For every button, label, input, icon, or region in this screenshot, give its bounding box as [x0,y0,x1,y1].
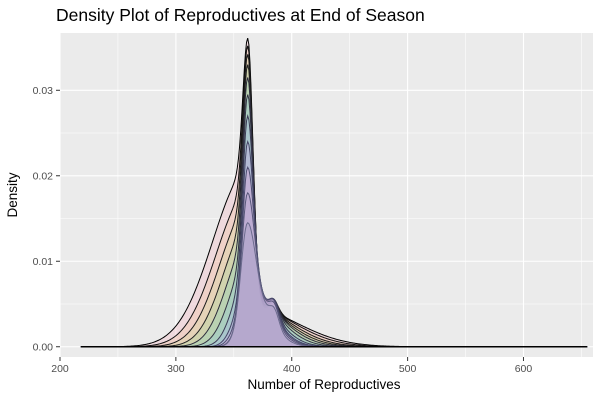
x-tick-label: 400 [283,363,301,375]
y-tick-label: 0.03 [33,85,54,97]
y-axis: 0.00 0.01 0.02 0.03 [33,85,60,353]
y-tick-label: 0.02 [33,170,54,182]
x-tick-label: 200 [51,363,69,375]
minor-gridlines [60,33,593,357]
plot-panel [60,33,593,357]
y-tick-label: 0.01 [33,256,54,268]
y-axis-title: Density [5,172,20,217]
y-tick-label: 0.00 [33,341,54,353]
density-curves [80,37,588,348]
x-tick-label: 600 [515,363,533,375]
x-tick-label: 300 [167,363,185,375]
chart-title: Density Plot of Reproductives at End of … [56,5,425,25]
x-tick-label: 500 [399,363,417,375]
x-axis-title: Number of Reproductives [247,377,400,392]
density-area-1 [80,38,588,347]
x-axis: 200 300 400 500 600 [51,357,532,375]
